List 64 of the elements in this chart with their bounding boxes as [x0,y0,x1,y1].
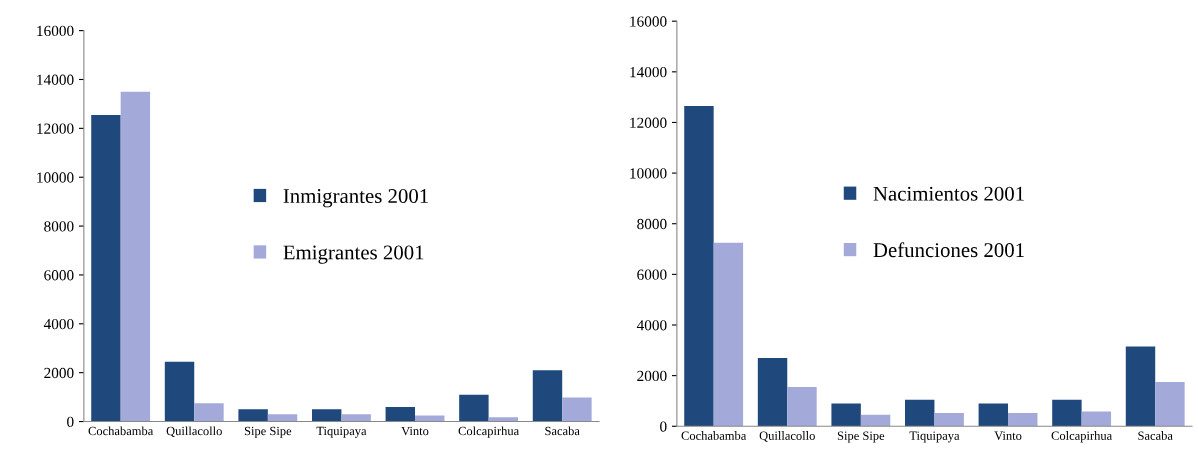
x-tick-label: Sipe Sipe [244,426,292,438]
bar [238,409,268,422]
bar [562,397,592,422]
x-tick-label: Cochabamba [681,431,747,440]
y-tick-label: 4000 [636,320,667,331]
y-tick-label: 14000 [630,66,667,78]
bar [415,415,445,422]
bar [905,399,935,427]
x-tick-label: Sipe Sipe [837,431,885,443]
y-tick-label: 16000 [630,16,667,27]
bar [488,417,519,422]
y-tick-label: 0 [660,421,667,432]
x-tick-label: Cochabamba [88,426,154,436]
bar [757,357,788,427]
bar [91,114,121,422]
x-tick-label: Sacaba [545,426,580,436]
bar [164,361,195,422]
legend-label: Inmigrantes 2001 [283,188,428,208]
legend-label: Emigrantes 2001 [283,245,424,264]
bar [532,370,563,422]
x-tick-label: Quillacollo [166,426,222,438]
bar [1155,381,1185,427]
bar [831,403,861,427]
bar [978,403,1009,427]
legend-label: Nacimientos 2001 [873,186,1024,201]
y-tick-label: 12000 [630,117,667,128]
legend-label: Defunciones 2001 [873,242,1024,258]
x-tick-label: Vinto [401,426,429,436]
y-tick-label: 4000 [43,318,74,330]
y-tick-label: 12000 [37,123,74,134]
bar [194,403,224,422]
bar [934,413,964,427]
bar [787,387,817,427]
y-tick-label: 14000 [37,74,74,85]
bar [267,414,298,422]
y-tick-label: 8000 [44,221,74,232]
y-tick-label: 8000 [637,218,667,230]
y-tick-label: 6000 [637,269,667,280]
y-tick-label: 10000 [37,172,74,183]
bar [311,409,342,422]
y-tick-label: 0 [67,416,74,427]
x-tick-label: Quillacollo [759,431,815,442]
bar [385,406,416,422]
y-tick-label: 6000 [44,270,74,281]
bar [860,414,891,427]
x-tick-label: Tiquipaya [909,431,960,443]
x-tick-label: Tiquipaya [316,426,367,438]
bar [1008,413,1038,427]
bar [1125,346,1156,427]
x-tick-label: Colcapirhua [458,426,519,438]
y-tick-label: 10000 [630,168,667,179]
bar [120,91,151,422]
y-tick-label: 2000 [44,367,74,379]
x-tick-label: Sacaba [1138,431,1173,440]
bar [459,394,489,422]
x-tick-label: Colcapirhua [1051,431,1112,443]
y-tick-label: 2000 [637,370,667,382]
bar [684,106,714,427]
bar [1052,399,1082,427]
bar [341,414,371,422]
bar [713,242,744,427]
x-tick-label: Vinto [994,431,1022,440]
bar [1081,411,1112,427]
y-tick-label: 16000 [37,25,74,37]
